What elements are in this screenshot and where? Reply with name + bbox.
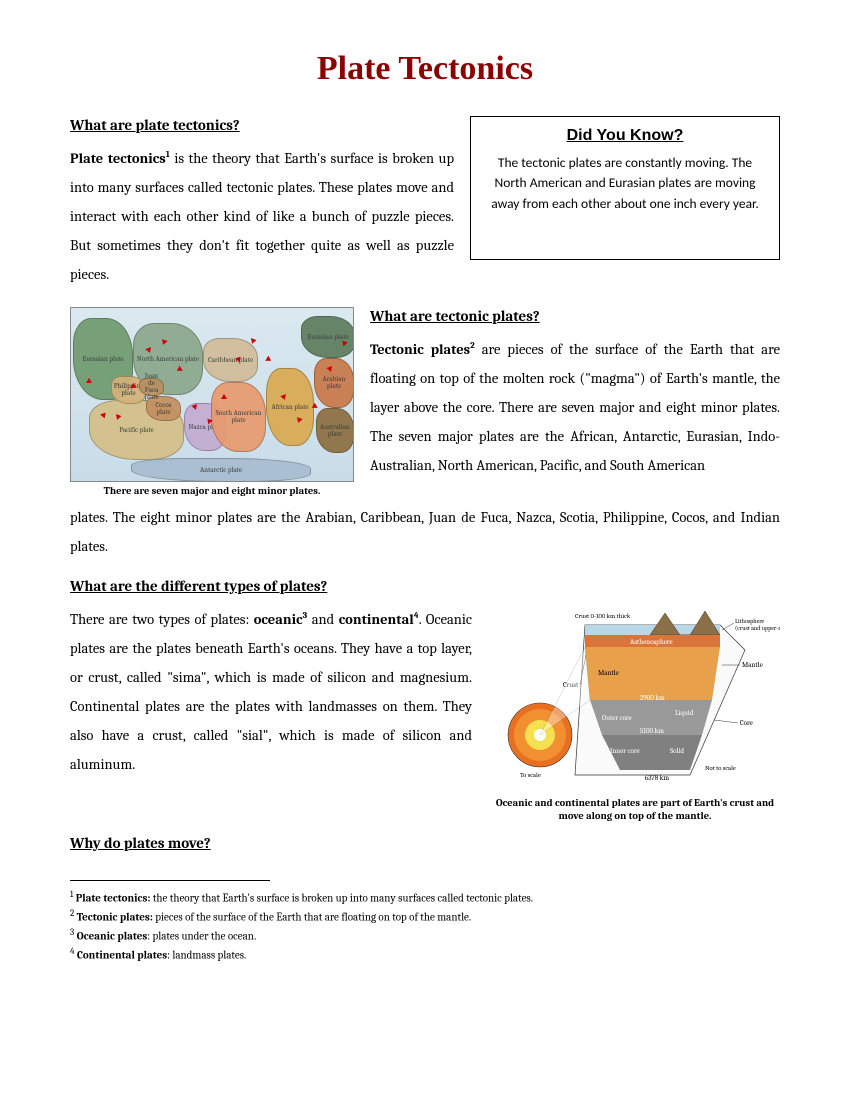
svg-text:Crust 0-100 km thick: Crust 0-100 km thick — [575, 612, 631, 620]
svg-text:Not to scale: Not to scale — [705, 764, 736, 772]
term-continental: continental — [339, 611, 414, 628]
svg-text:Outer core: Outer core — [602, 714, 632, 722]
heading-1: What are plate tectonics? — [70, 116, 454, 134]
svg-text:Asthenosphere: Asthenosphere — [630, 638, 673, 646]
layers-figure: AsthenosphereMantle2900 kmOuter coreLiqu… — [490, 605, 780, 824]
para-2a: Tectonic plates2 are pieces of the surfa… — [370, 335, 780, 480]
plates-map-icon: Pacific plateEurasian plateNorth America… — [70, 307, 354, 482]
svg-text:5100 km: 5100 km — [640, 727, 664, 735]
term-tectonic-plates: Tectonic plates — [370, 341, 470, 358]
para-3-rest: . Oceanic plates are the plates beneath … — [70, 611, 472, 773]
plate-region: Australian plate — [316, 408, 354, 453]
map-figure: Pacific plateEurasian plateNorth America… — [70, 307, 354, 499]
dyk-body: The tectonic plates are constantly movin… — [485, 153, 765, 214]
heading-2: What are tectonic plates? — [370, 307, 780, 325]
para-3-mid: and — [307, 611, 339, 628]
did-you-know-box: Did You Know? The tectonic plates are co… — [470, 116, 780, 260]
svg-text:To scale: To scale — [520, 771, 541, 779]
footnotes-separator — [70, 880, 270, 881]
para-3-lead: There are two types of plates: — [70, 611, 254, 628]
svg-text:Solid: Solid — [670, 747, 684, 755]
dyk-title: Did You Know? — [485, 127, 765, 145]
section-what-are-plate-tectonics: What are plate tectonics? Plate tectonic… — [70, 116, 454, 289]
section-types-of-plates: There are two types of plates: oceanic3 … — [70, 605, 472, 824]
svg-text:Core: Core — [740, 719, 753, 727]
boundary-arrow-icon — [221, 394, 227, 399]
boundary-arrow-icon — [251, 337, 257, 344]
footnote: 2 Tectonic plates: pieces of the surface… — [70, 908, 780, 926]
plate-region: South American plate — [211, 382, 266, 452]
term-oceanic: oceanic — [254, 611, 303, 628]
svg-text:Mantle: Mantle — [742, 661, 763, 669]
para-1-rest: is the theory that Earth's surface is br… — [70, 150, 454, 283]
plate-region: Caribbean plate — [203, 338, 258, 382]
map-caption: There are seven major and eight minor pl… — [70, 485, 354, 499]
plate-region: African plate — [266, 368, 314, 446]
layers-caption: Oceanic and continental plates are part … — [490, 797, 780, 824]
row-types: There are two types of plates: oceanic3 … — [70, 605, 780, 824]
heading-4: Why do plates move? — [70, 834, 780, 852]
row-intro: What are plate tectonics? Plate tectonic… — [70, 116, 780, 289]
svg-text:(crust and upper-most solid ma: (crust and upper-most solid mantle) — [735, 625, 780, 632]
para-2-inline: are pieces of the surface of the Earth t… — [370, 341, 780, 474]
footnotes-list: 1 Plate tectonics: the theory that Earth… — [70, 889, 780, 965]
svg-text:Mantle: Mantle — [598, 669, 619, 677]
para-1: Plate tectonics1 is the theory that Eart… — [70, 144, 454, 289]
footnote: 1 Plate tectonics: the theory that Earth… — [70, 889, 780, 907]
para-3: There are two types of plates: oceanic3 … — [70, 605, 472, 779]
boundary-arrow-icon — [265, 355, 272, 363]
plate-region: Antarctic plate — [131, 458, 311, 482]
svg-text:Inner core: Inner core — [610, 747, 640, 755]
footnote: 3 Oceanic plates: plates under the ocean… — [70, 927, 780, 945]
earth-layers-icon: AsthenosphereMantle2900 kmOuter coreLiqu… — [490, 605, 780, 790]
para-2b: plates. The eight minor plates are the A… — [70, 503, 780, 561]
footnote: 4 Continental plates: landmass plates. — [70, 946, 780, 964]
svg-text:6378 km: 6378 km — [645, 774, 669, 782]
plate-region: Juan de Fuca plate — [139, 378, 164, 396]
svg-text:Lithosphere: Lithosphere — [735, 618, 765, 625]
row-tectonic-plates: Pacific plateEurasian plateNorth America… — [70, 307, 780, 499]
plate-region: Arabian plate — [314, 358, 354, 408]
heading-3: What are the different types of plates? — [70, 577, 780, 595]
svg-text:Liquid: Liquid — [675, 709, 694, 717]
section-what-are-tectonic-plates: What are tectonic plates? Tectonic plate… — [370, 307, 780, 480]
plate-region: Eurasian plate — [301, 316, 354, 358]
term-plate-tectonics: Plate tectonics — [70, 150, 166, 167]
boundary-arrow-icon — [86, 378, 92, 383]
page-title: Plate Tectonics — [70, 50, 780, 88]
